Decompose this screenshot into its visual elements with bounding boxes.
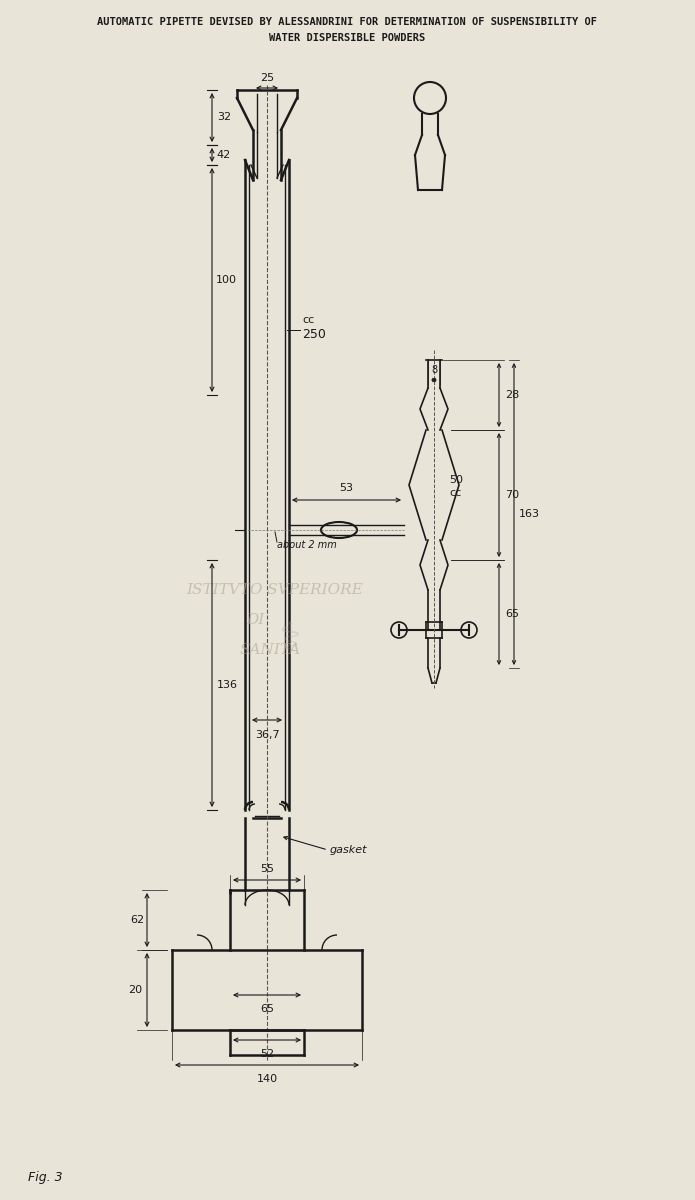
Text: 100: 100 bbox=[215, 275, 236, 284]
Text: 25: 25 bbox=[260, 73, 274, 83]
Text: 20: 20 bbox=[128, 985, 142, 995]
Text: ISTITVTO SVPERIORE: ISTITVTO SVPERIORE bbox=[187, 583, 363, 596]
Text: 28: 28 bbox=[505, 390, 519, 400]
Text: AUTOMATIC PIPETTE DEVISED BY ALESSANDRINI FOR DETERMINATION OF SUSPENSIBILITY OF: AUTOMATIC PIPETTE DEVISED BY ALESSANDRIN… bbox=[97, 17, 597, 26]
Text: 70: 70 bbox=[505, 490, 519, 500]
Text: about 2 mm: about 2 mm bbox=[277, 540, 337, 550]
Text: SANITA: SANITA bbox=[240, 643, 300, 658]
Text: 65: 65 bbox=[505, 608, 519, 619]
Text: 50: 50 bbox=[449, 475, 463, 485]
Text: 42: 42 bbox=[217, 150, 231, 160]
Text: WATER DISPERSIBLE POWDERS: WATER DISPERSIBLE POWDERS bbox=[269, 32, 425, 43]
Text: 136: 136 bbox=[217, 680, 238, 690]
Text: 163: 163 bbox=[518, 509, 539, 518]
Text: 55: 55 bbox=[260, 864, 274, 874]
Text: 53: 53 bbox=[339, 482, 354, 493]
Text: ⚕: ⚕ bbox=[279, 619, 301, 661]
Text: 52: 52 bbox=[260, 1049, 274, 1058]
Text: 32: 32 bbox=[217, 113, 231, 122]
Text: 140: 140 bbox=[256, 1074, 277, 1084]
Text: gasket: gasket bbox=[330, 845, 368, 854]
Text: 250: 250 bbox=[302, 328, 326, 341]
Text: cc: cc bbox=[302, 314, 314, 325]
Text: DI: DI bbox=[246, 613, 264, 626]
Text: 8: 8 bbox=[431, 365, 437, 374]
Text: 62: 62 bbox=[130, 914, 144, 925]
Text: 36,7: 36,7 bbox=[254, 730, 279, 740]
Text: cc: cc bbox=[449, 488, 461, 498]
Text: Fig. 3: Fig. 3 bbox=[28, 1171, 63, 1184]
Text: 65: 65 bbox=[260, 1004, 274, 1014]
